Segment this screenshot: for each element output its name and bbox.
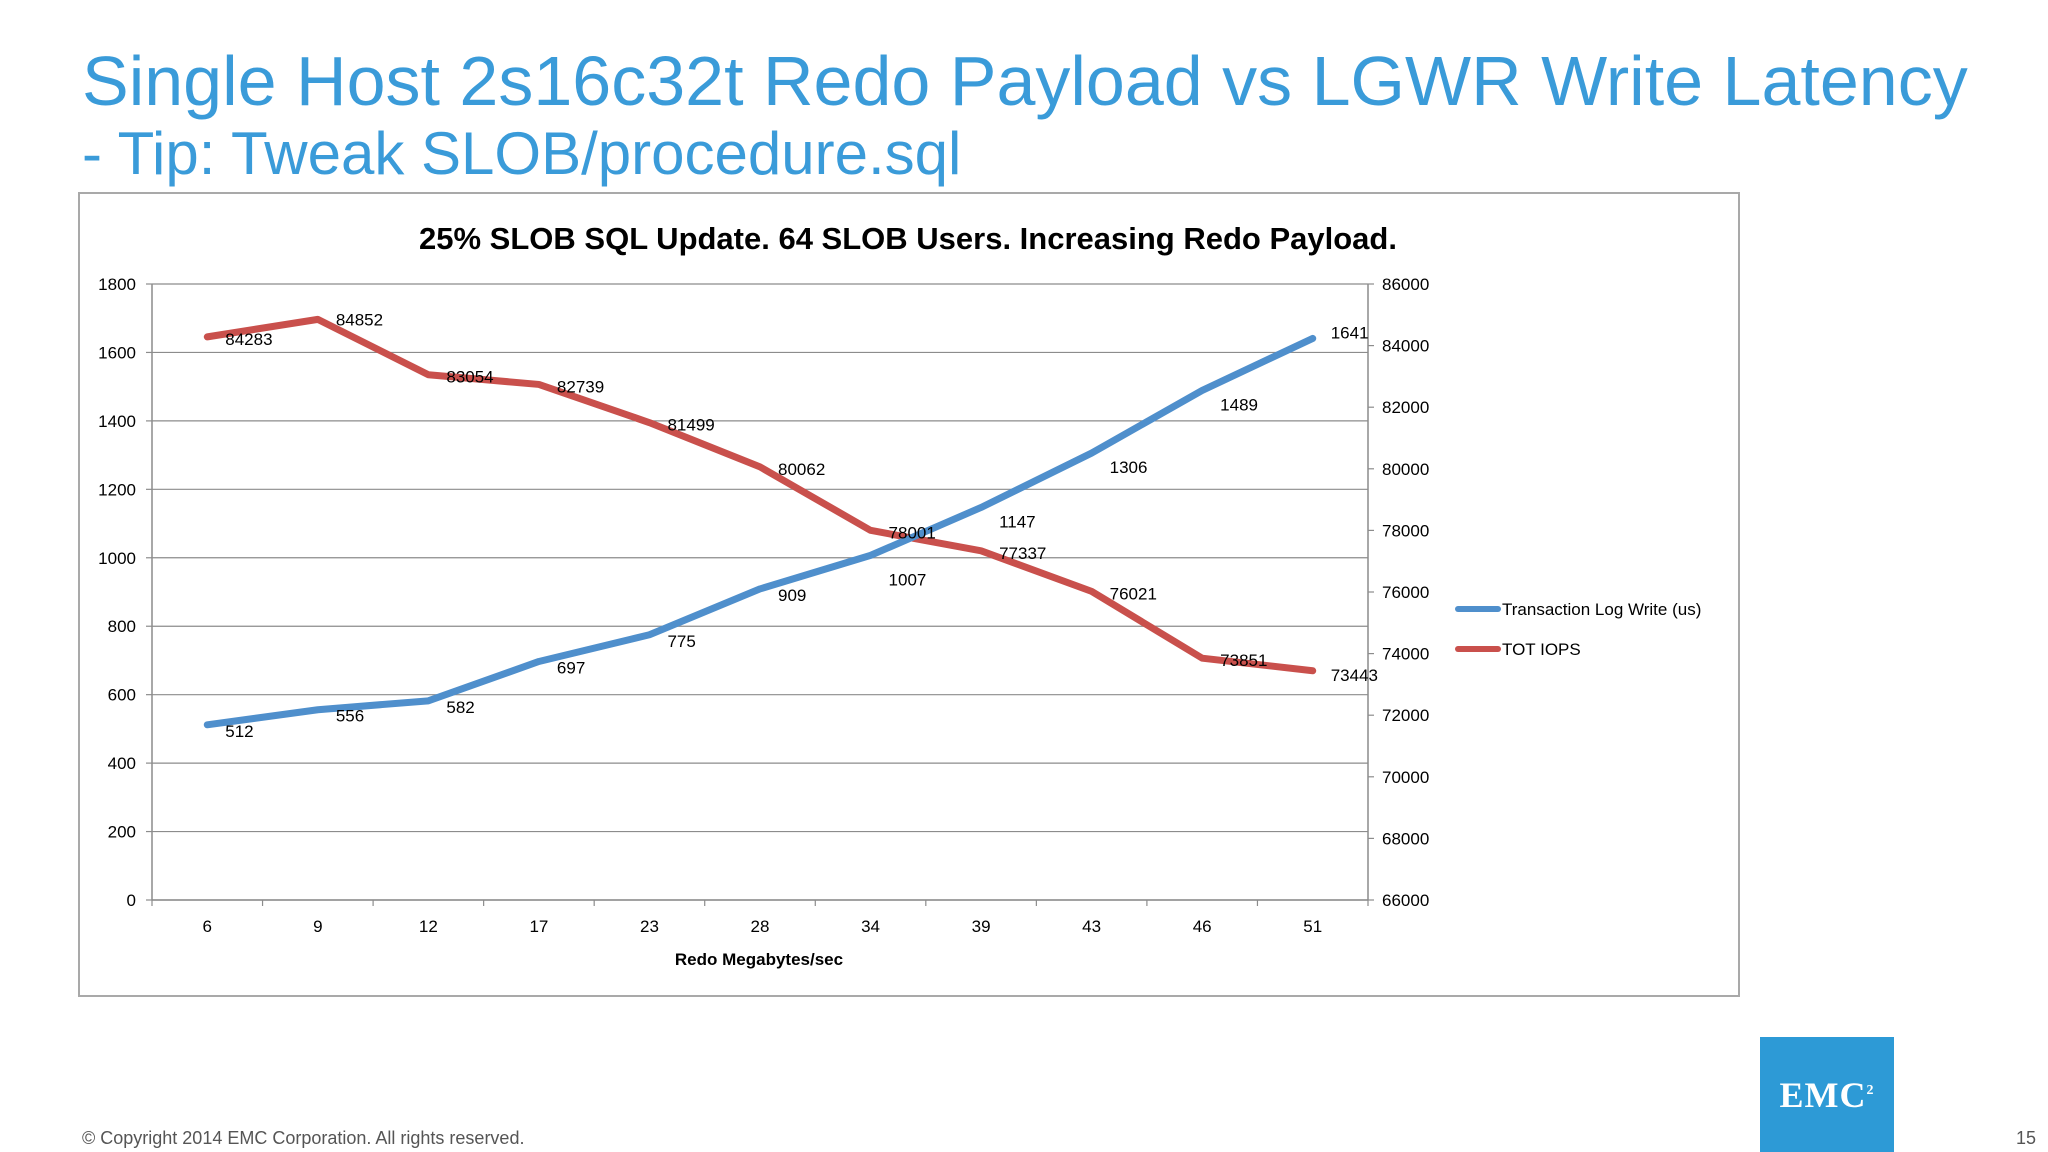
y-left-tick-label: 800	[108, 617, 136, 636]
x-tick-label: 9	[313, 917, 322, 936]
data-label-tot-iops: 81499	[667, 416, 714, 435]
data-label-tot-iops: 83054	[446, 368, 493, 387]
data-label-tot-iops: 82739	[557, 377, 604, 396]
x-tick-label: 46	[1193, 917, 1212, 936]
data-label-transaction-log-write: 512	[225, 722, 253, 741]
y-left-tick-label: 1200	[98, 480, 136, 499]
data-label-transaction-log-write: 556	[336, 707, 364, 726]
x-tick-label: 6	[203, 917, 212, 936]
axes: 0200400600800100012001400160018006600068…	[98, 275, 1429, 936]
data-label-transaction-log-write: 775	[667, 632, 695, 651]
x-tick-label: 17	[529, 917, 548, 936]
data-label-tot-iops: 80062	[778, 460, 825, 479]
series-line-tot-iops	[203, 315, 1317, 675]
y-right-tick-label: 78000	[1382, 521, 1429, 540]
data-label-tot-iops: 73443	[1331, 666, 1378, 685]
data-label-tot-iops: 73851	[1220, 651, 1267, 670]
copyright-notice: © Copyright 2014 EMC Corporation. All ri…	[82, 1128, 525, 1148]
data-label-tot-iops: 84283	[225, 330, 272, 349]
y-right-tick-label: 80000	[1382, 460, 1429, 479]
data-label-transaction-log-write: 1007	[889, 570, 927, 589]
chart-title: 25% SLOB SQL Update. 64 SLOB Users. Incr…	[419, 221, 1397, 256]
x-tick-label: 28	[751, 917, 770, 936]
logo-text: EMC	[1779, 1074, 1867, 1115]
logo-superscript: 2	[1866, 1082, 1875, 1098]
data-label-transaction-log-write: 697	[557, 658, 585, 677]
legend: Transaction Log Write (us) TOT IOPS	[1455, 600, 1701, 659]
y-left-tick-label: 400	[108, 754, 136, 773]
data-label-tot-iops: 77337	[999, 544, 1046, 563]
data-label-transaction-log-write: 909	[778, 586, 806, 605]
y-right-tick-label: 66000	[1382, 891, 1429, 910]
y-right-tick-label: 70000	[1382, 768, 1429, 787]
slide-title: Single Host 2s16c32t Redo Payload vs LGW…	[82, 42, 1968, 120]
x-axis-title: Redo Megabytes/sec	[675, 950, 843, 969]
y-left-tick-label: 1800	[98, 275, 136, 294]
y-right-tick-label: 84000	[1382, 337, 1429, 356]
x-tick-label: 39	[972, 917, 991, 936]
y-right-tick-label: 74000	[1382, 645, 1429, 664]
legend-label: TOT IOPS	[1502, 640, 1581, 659]
slide-subtitle: - Tip: Tweak SLOB/procedure.sql	[82, 120, 962, 187]
y-left-tick-label: 600	[108, 686, 136, 705]
emc-logo: EMC2	[1760, 1037, 1894, 1152]
y-left-tick-label: 1000	[98, 549, 136, 568]
data-label-tot-iops: 78001	[889, 523, 936, 542]
data-labels: 512 556 582 697 775 909 1007 1147 1306 1489 1641 84…	[225, 310, 1378, 740]
y-right-tick-label: 86000	[1382, 275, 1429, 294]
data-label-transaction-log-write: 582	[446, 698, 474, 717]
data-label-transaction-log-write: 1641	[1331, 323, 1369, 342]
y-right-tick-label: 68000	[1382, 829, 1429, 848]
x-tick-label: 43	[1082, 917, 1101, 936]
chart-frame: 25% SLOB SQL Update. 64 SLOB Users. Incr…	[78, 192, 1740, 997]
y-right-tick-label: 76000	[1382, 583, 1429, 602]
data-label-transaction-log-write: 1306	[1110, 458, 1148, 477]
legend-label: Transaction Log Write (us)	[1502, 600, 1701, 619]
line-chart: 25% SLOB SQL Update. 64 SLOB Users. Incr…	[98, 221, 1701, 969]
y-left-tick-label: 1600	[98, 343, 136, 362]
x-tick-label: 12	[419, 917, 438, 936]
y-left-tick-label: 200	[108, 823, 136, 842]
data-label-transaction-log-write: 1489	[1220, 395, 1258, 414]
data-label-transaction-log-write: 1147	[999, 512, 1036, 531]
y-right-tick-label: 72000	[1382, 706, 1429, 725]
series-line-transaction-log-write	[203, 334, 1317, 729]
y-left-tick-label: 1400	[98, 412, 136, 431]
page-number: 15	[2015, 1128, 2036, 1148]
data-label-tot-iops: 76021	[1110, 584, 1157, 603]
series-lines	[203, 315, 1317, 729]
x-tick-label: 34	[861, 917, 880, 936]
y-left-tick-label: 0	[127, 891, 136, 910]
x-tick-label: 51	[1303, 917, 1322, 936]
y-right-tick-label: 82000	[1382, 398, 1429, 417]
gridlines	[152, 283, 1368, 901]
x-tick-label: 23	[640, 917, 659, 936]
data-label-tot-iops: 84852	[336, 310, 383, 329]
